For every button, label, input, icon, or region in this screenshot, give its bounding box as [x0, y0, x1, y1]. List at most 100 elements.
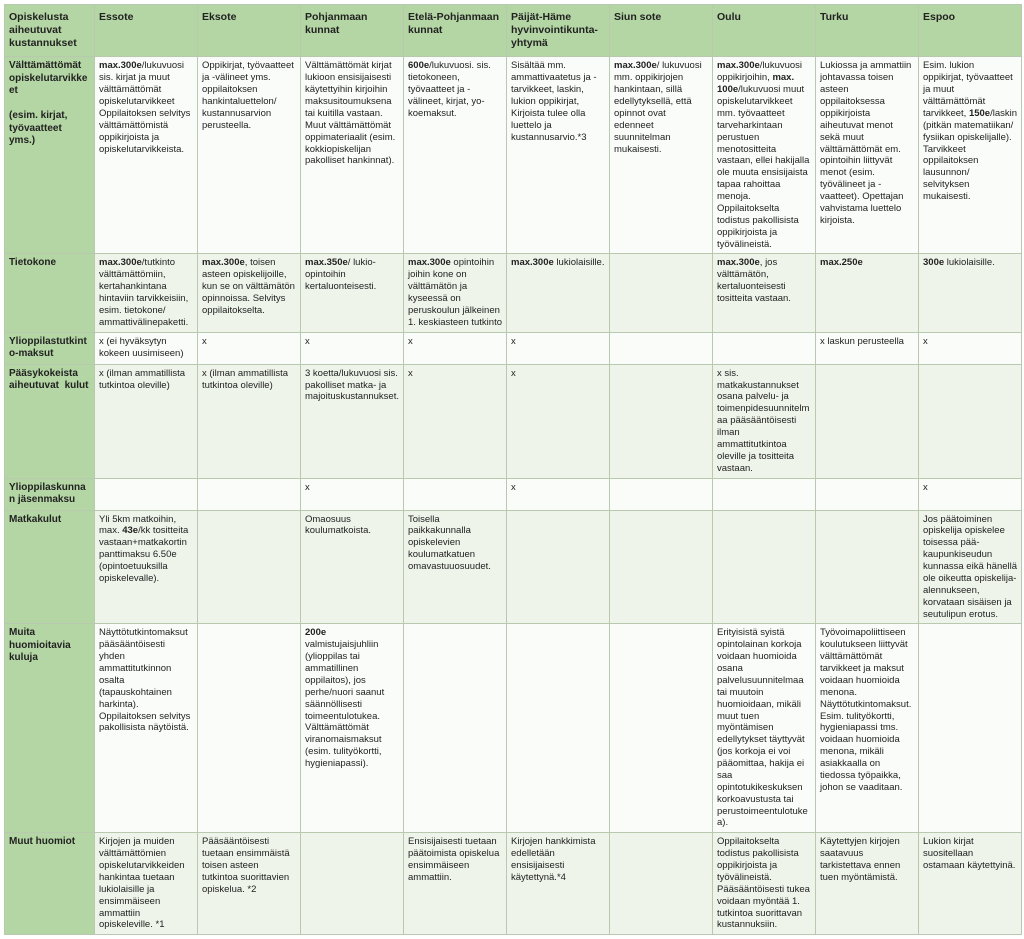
cell: max.250e	[816, 254, 919, 332]
col-header: Turku	[816, 5, 919, 57]
cell	[404, 478, 507, 510]
cell	[507, 624, 610, 833]
col-header: Oulu	[713, 5, 816, 57]
cell	[198, 478, 301, 510]
cell: Yli 5km matkoihin, max. 43e/kk tositteit…	[95, 510, 198, 624]
cell: x	[919, 332, 1022, 364]
cell: Työvoimapoliittiseen koulutukseen liitty…	[816, 624, 919, 833]
col-header: Etelä-Pohjanmaan kunnat	[404, 5, 507, 57]
cell: max.300e lukiolaisille.	[507, 254, 610, 332]
cell	[816, 478, 919, 510]
cell	[919, 624, 1022, 833]
cell: x	[404, 364, 507, 478]
cell: x laskun perusteella	[816, 332, 919, 364]
table-row: Muita huomioitavia kulujaNäyttötutkintom…	[5, 624, 1022, 833]
cell: x sis. matkakustannukset osana palvelu- …	[713, 364, 816, 478]
cell	[610, 478, 713, 510]
cell: Käytettyjen kirjojen saatavuus tarkistet…	[816, 833, 919, 935]
cell: max.300e/ lukuvuosi mm. oppikirjojen han…	[610, 57, 713, 254]
header-row: Opiskelusta aiheutuvat kustannukset Esso…	[5, 5, 1022, 57]
cell: max.300e, toisen asteen opiskelijoille, …	[198, 254, 301, 332]
cell: max.300e, jos välttämätön, kertaluonteis…	[713, 254, 816, 332]
cell: Oppikirjat, työvaatteet ja -välineet yms…	[198, 57, 301, 254]
row-header: Ylioppilastutkinto-maksut	[5, 332, 95, 364]
row-header: Ylioppilaskunnan jäsenmaksu	[5, 478, 95, 510]
col-header: Päijät-Häme hyvinvointikunta-yhtymä	[507, 5, 610, 57]
corner-header: Opiskelusta aiheutuvat kustannukset	[5, 5, 95, 57]
col-header: Siun sote	[610, 5, 713, 57]
cell	[713, 510, 816, 624]
cell: Lukion kirjat suositellaan ostamaan käyt…	[919, 833, 1022, 935]
cell: 300e lukiolaisille.	[919, 254, 1022, 332]
cell	[713, 332, 816, 364]
cell: Oppilaitokselta todistus pakollisista op…	[713, 833, 816, 935]
table-row: Muut huomiotKirjojen ja muiden välttämät…	[5, 833, 1022, 935]
cell: 3 koetta/lukuvuosi sis. pakolliset matka…	[301, 364, 404, 478]
table-row: Ylioppilastutkinto-maksutx (ei hyväksyty…	[5, 332, 1022, 364]
cell	[198, 510, 301, 624]
cell	[610, 332, 713, 364]
cell: Toisella paikkakunnalla opiskelevien kou…	[404, 510, 507, 624]
table-row: Tietokonemax.300e/tutkinto välttämättömi…	[5, 254, 1022, 332]
cell: x (ei hyväksytyn kokeen uusimiseen)	[95, 332, 198, 364]
cell	[404, 624, 507, 833]
cell: Kirjojen ja muiden välttämättömien opisk…	[95, 833, 198, 935]
cell	[816, 364, 919, 478]
cell: Omaosuus koulumatkoista.	[301, 510, 404, 624]
cell: x	[198, 332, 301, 364]
cell: Näyttötutkintomaksut pääsääntöisesti yhd…	[95, 624, 198, 833]
cell: x (ilman ammatillista tutkintoa oleville…	[95, 364, 198, 478]
cell: Kirjojen hankkimista edelletään ensisija…	[507, 833, 610, 935]
cell: x	[301, 478, 404, 510]
cell	[610, 510, 713, 624]
cell: Ensisijaisesti tuetaan päätoimista opisk…	[404, 833, 507, 935]
cell: Pääsääntöisesti tuetaan ensimmäistä tois…	[198, 833, 301, 935]
cell: max.300e/lukuvuosi sis. kirjat ja muut v…	[95, 57, 198, 254]
cell	[919, 364, 1022, 478]
cost-table: Opiskelusta aiheutuvat kustannukset Esso…	[4, 4, 1022, 935]
cell	[95, 478, 198, 510]
row-header: Muut huomiot	[5, 833, 95, 935]
cell: x	[507, 364, 610, 478]
table-row: MatkakulutYli 5km matkoihin, max. 43e/kk…	[5, 510, 1022, 624]
cell: x (ilman ammatillista tutkintoa oleville…	[198, 364, 301, 478]
cell	[301, 833, 404, 935]
cell: max.350e/ lukio-opintoihin kertaluonteis…	[301, 254, 404, 332]
cell: max.300e/lukuvuosi oppikirjoihin, max. 1…	[713, 57, 816, 254]
cell: x	[919, 478, 1022, 510]
cell	[610, 833, 713, 935]
cell: Erityisistä syistä opintolainan korkoja …	[713, 624, 816, 833]
cell: x	[507, 332, 610, 364]
cell	[713, 478, 816, 510]
cell	[507, 510, 610, 624]
table-row: Ylioppilaskunnan jäsenmaksu x x x	[5, 478, 1022, 510]
table-row: Välttämättömät opiskelutarvikkeet(esim. …	[5, 57, 1022, 254]
col-header: Espoo	[919, 5, 1022, 57]
cell: 200e valmistujaisjuhliin (ylioppilas tai…	[301, 624, 404, 833]
row-header: Matkakulut	[5, 510, 95, 624]
cell: Esim. lukion oppikirjat, työvaatteet ja …	[919, 57, 1022, 254]
cell	[816, 510, 919, 624]
cell	[610, 364, 713, 478]
cell	[610, 624, 713, 833]
cell: max.300e opintoihin joihin kone on vältt…	[404, 254, 507, 332]
row-header: Välttämättömät opiskelutarvikkeet(esim. …	[5, 57, 95, 254]
col-header: Pohjanmaan kunnat	[301, 5, 404, 57]
row-header: Tietokone	[5, 254, 95, 332]
table-row: Pääsykokeista aiheutuvat kulutx (ilman a…	[5, 364, 1022, 478]
cell	[198, 624, 301, 833]
cell: x	[301, 332, 404, 364]
col-header: Essote	[95, 5, 198, 57]
cell: x	[404, 332, 507, 364]
cell	[610, 254, 713, 332]
cell: Lukiossa ja ammattiin johtavassa toisen …	[816, 57, 919, 254]
cell: max.300e/tutkinto välttämättömiin, kerta…	[95, 254, 198, 332]
cell: 600e/lukuvuosi. sis. tietokoneen, työvaa…	[404, 57, 507, 254]
cell: Välttämättömät kirjat lukioon ensisijais…	[301, 57, 404, 254]
col-header: Eksote	[198, 5, 301, 57]
cell: x	[507, 478, 610, 510]
cell: Jos päätoiminen opiskelija opiskelee toi…	[919, 510, 1022, 624]
cell: Sisältää mm. ammattivaatetus ja -tarvikk…	[507, 57, 610, 254]
row-header: Pääsykokeista aiheutuvat kulut	[5, 364, 95, 478]
row-header: Muita huomioitavia kuluja	[5, 624, 95, 833]
